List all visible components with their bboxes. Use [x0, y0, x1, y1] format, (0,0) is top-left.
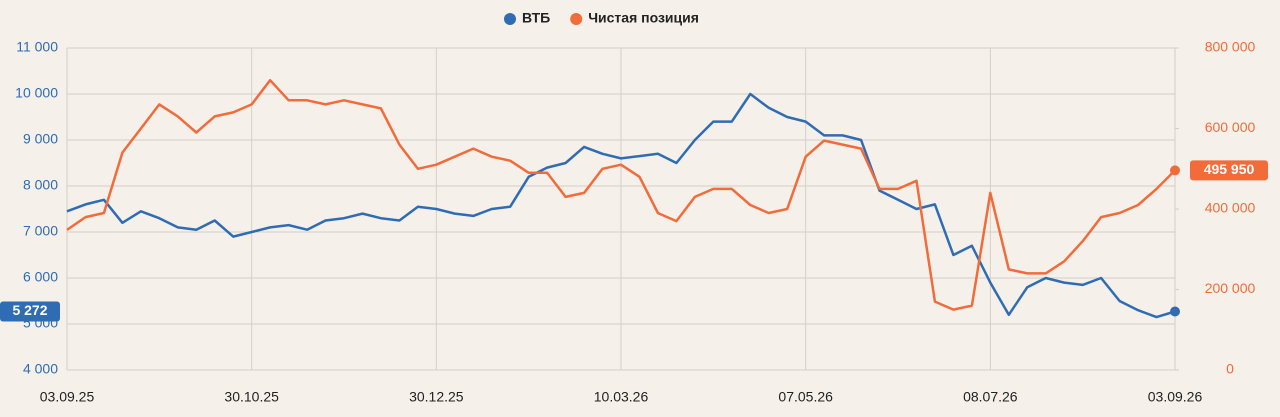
series-line — [66, 92, 1176, 319]
x-tick-label: 08.07.26 — [963, 389, 1018, 405]
y2-tick-label: 400 000 — [1205, 200, 1256, 216]
end-point — [1170, 165, 1180, 176]
x-tick-label: 07.05.26 — [778, 389, 833, 405]
value-badge — [1190, 160, 1268, 181]
value-badge-label: 5 272 — [12, 302, 47, 318]
y2-tick-label: 200 000 — [1205, 280, 1256, 296]
y-tick-label: 4 000 — [23, 361, 58, 377]
y-tick-label: 6 000 — [23, 269, 58, 285]
y2-tick-label: 0 — [1226, 361, 1234, 377]
value-badge-label: 495 950 — [1204, 161, 1255, 177]
y-tick-label: 7 000 — [23, 223, 58, 239]
end-point — [1170, 306, 1180, 317]
legend-label: ВТБ — [522, 10, 550, 26]
y-tick-label: 9 000 — [23, 131, 58, 147]
x-tick-label: 10.03.26 — [594, 389, 649, 405]
y-tick-label: 10 000 — [15, 85, 58, 101]
x-tick-label: 30.10.25 — [224, 389, 279, 405]
x-tick-label: 30.12.25 — [409, 389, 464, 405]
legend-marker — [570, 13, 583, 25]
y2-tick-label: 600 000 — [1205, 119, 1256, 135]
y2-tick-label: 800 000 — [1205, 39, 1256, 55]
x-tick-label: 03.09.26 — [1148, 389, 1203, 405]
value-badge — [0, 301, 60, 322]
legend-label: Чистая позиция — [588, 10, 699, 26]
y-tick-label: 11 000 — [16, 39, 58, 55]
x-tick-label: 03.09.25 — [40, 389, 95, 405]
y-tick-label: 8 000 — [23, 177, 58, 193]
series-line — [66, 78, 1176, 311]
legend-marker — [504, 13, 516, 25]
